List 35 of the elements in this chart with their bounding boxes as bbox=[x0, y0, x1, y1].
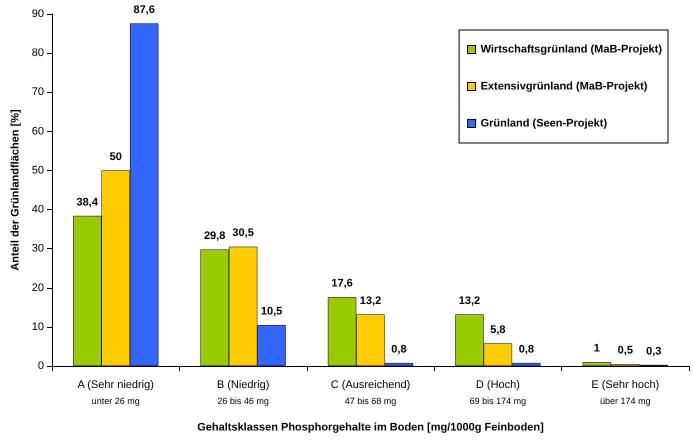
data-label: 0,8 bbox=[518, 343, 534, 356]
y-tick-label: 0 bbox=[38, 360, 44, 372]
legend-label: Grünland (Seen-Projekt) bbox=[480, 118, 608, 130]
legend-label: Wirtschaftsgrünland (MaB-Projekt) bbox=[480, 44, 662, 56]
data-label: 5,8 bbox=[490, 324, 506, 336]
y-tick-label: 90 bbox=[32, 8, 44, 20]
data-label: 87,6 bbox=[133, 4, 155, 16]
x-tick-label: A (Sehr niedrig) unter 26 mg bbox=[77, 379, 154, 406]
data-label: 17,6 bbox=[331, 278, 353, 290]
data-label: 10,5 bbox=[260, 305, 282, 318]
x-tick-label: D (Hoch) 69 bis 174 mg bbox=[470, 379, 526, 406]
data-label: 13,2 bbox=[458, 294, 480, 307]
data-label: 13,2 bbox=[360, 294, 382, 307]
data-label: 30,5 bbox=[232, 227, 254, 240]
data-label: 29,8 bbox=[204, 230, 226, 242]
data-label: 0,8 bbox=[391, 343, 407, 356]
y-tick-label: 80 bbox=[32, 47, 44, 60]
y-tick-label: 20 bbox=[32, 282, 44, 294]
y-tick-label: 30 bbox=[32, 242, 44, 255]
data-label: 0,3 bbox=[646, 345, 662, 358]
x-axis-title: Gehaltsklassen Phosphorgehalte im Boden [mg/1000g Feinboden] bbox=[197, 422, 544, 434]
y-tick-label: 70 bbox=[32, 86, 44, 98]
y-tick-label: 40 bbox=[32, 204, 44, 216]
x-tick-label: E (Sehr hoch) über 174 mg bbox=[591, 379, 660, 406]
x-tick-label: C (Ausreichend) 47 bis 68 mg bbox=[330, 379, 410, 406]
legend-label: Extensivgrünland (MaB-Projekt) bbox=[480, 80, 648, 92]
y-axis-title: Anteil der Grünlandflächen [%] bbox=[9, 108, 22, 271]
data-label: 0,5 bbox=[618, 344, 633, 357]
y-tick-label: 60 bbox=[32, 125, 44, 138]
data-label: 38,4 bbox=[76, 196, 99, 208]
data-label: 1 bbox=[594, 342, 600, 355]
x-tick-label: B (Niedrig) 26 bis 46 mg bbox=[216, 379, 270, 406]
data-label: 50 bbox=[110, 150, 122, 163]
y-tick-label: 50 bbox=[32, 164, 44, 176]
y-tick-label: 10 bbox=[32, 320, 44, 333]
